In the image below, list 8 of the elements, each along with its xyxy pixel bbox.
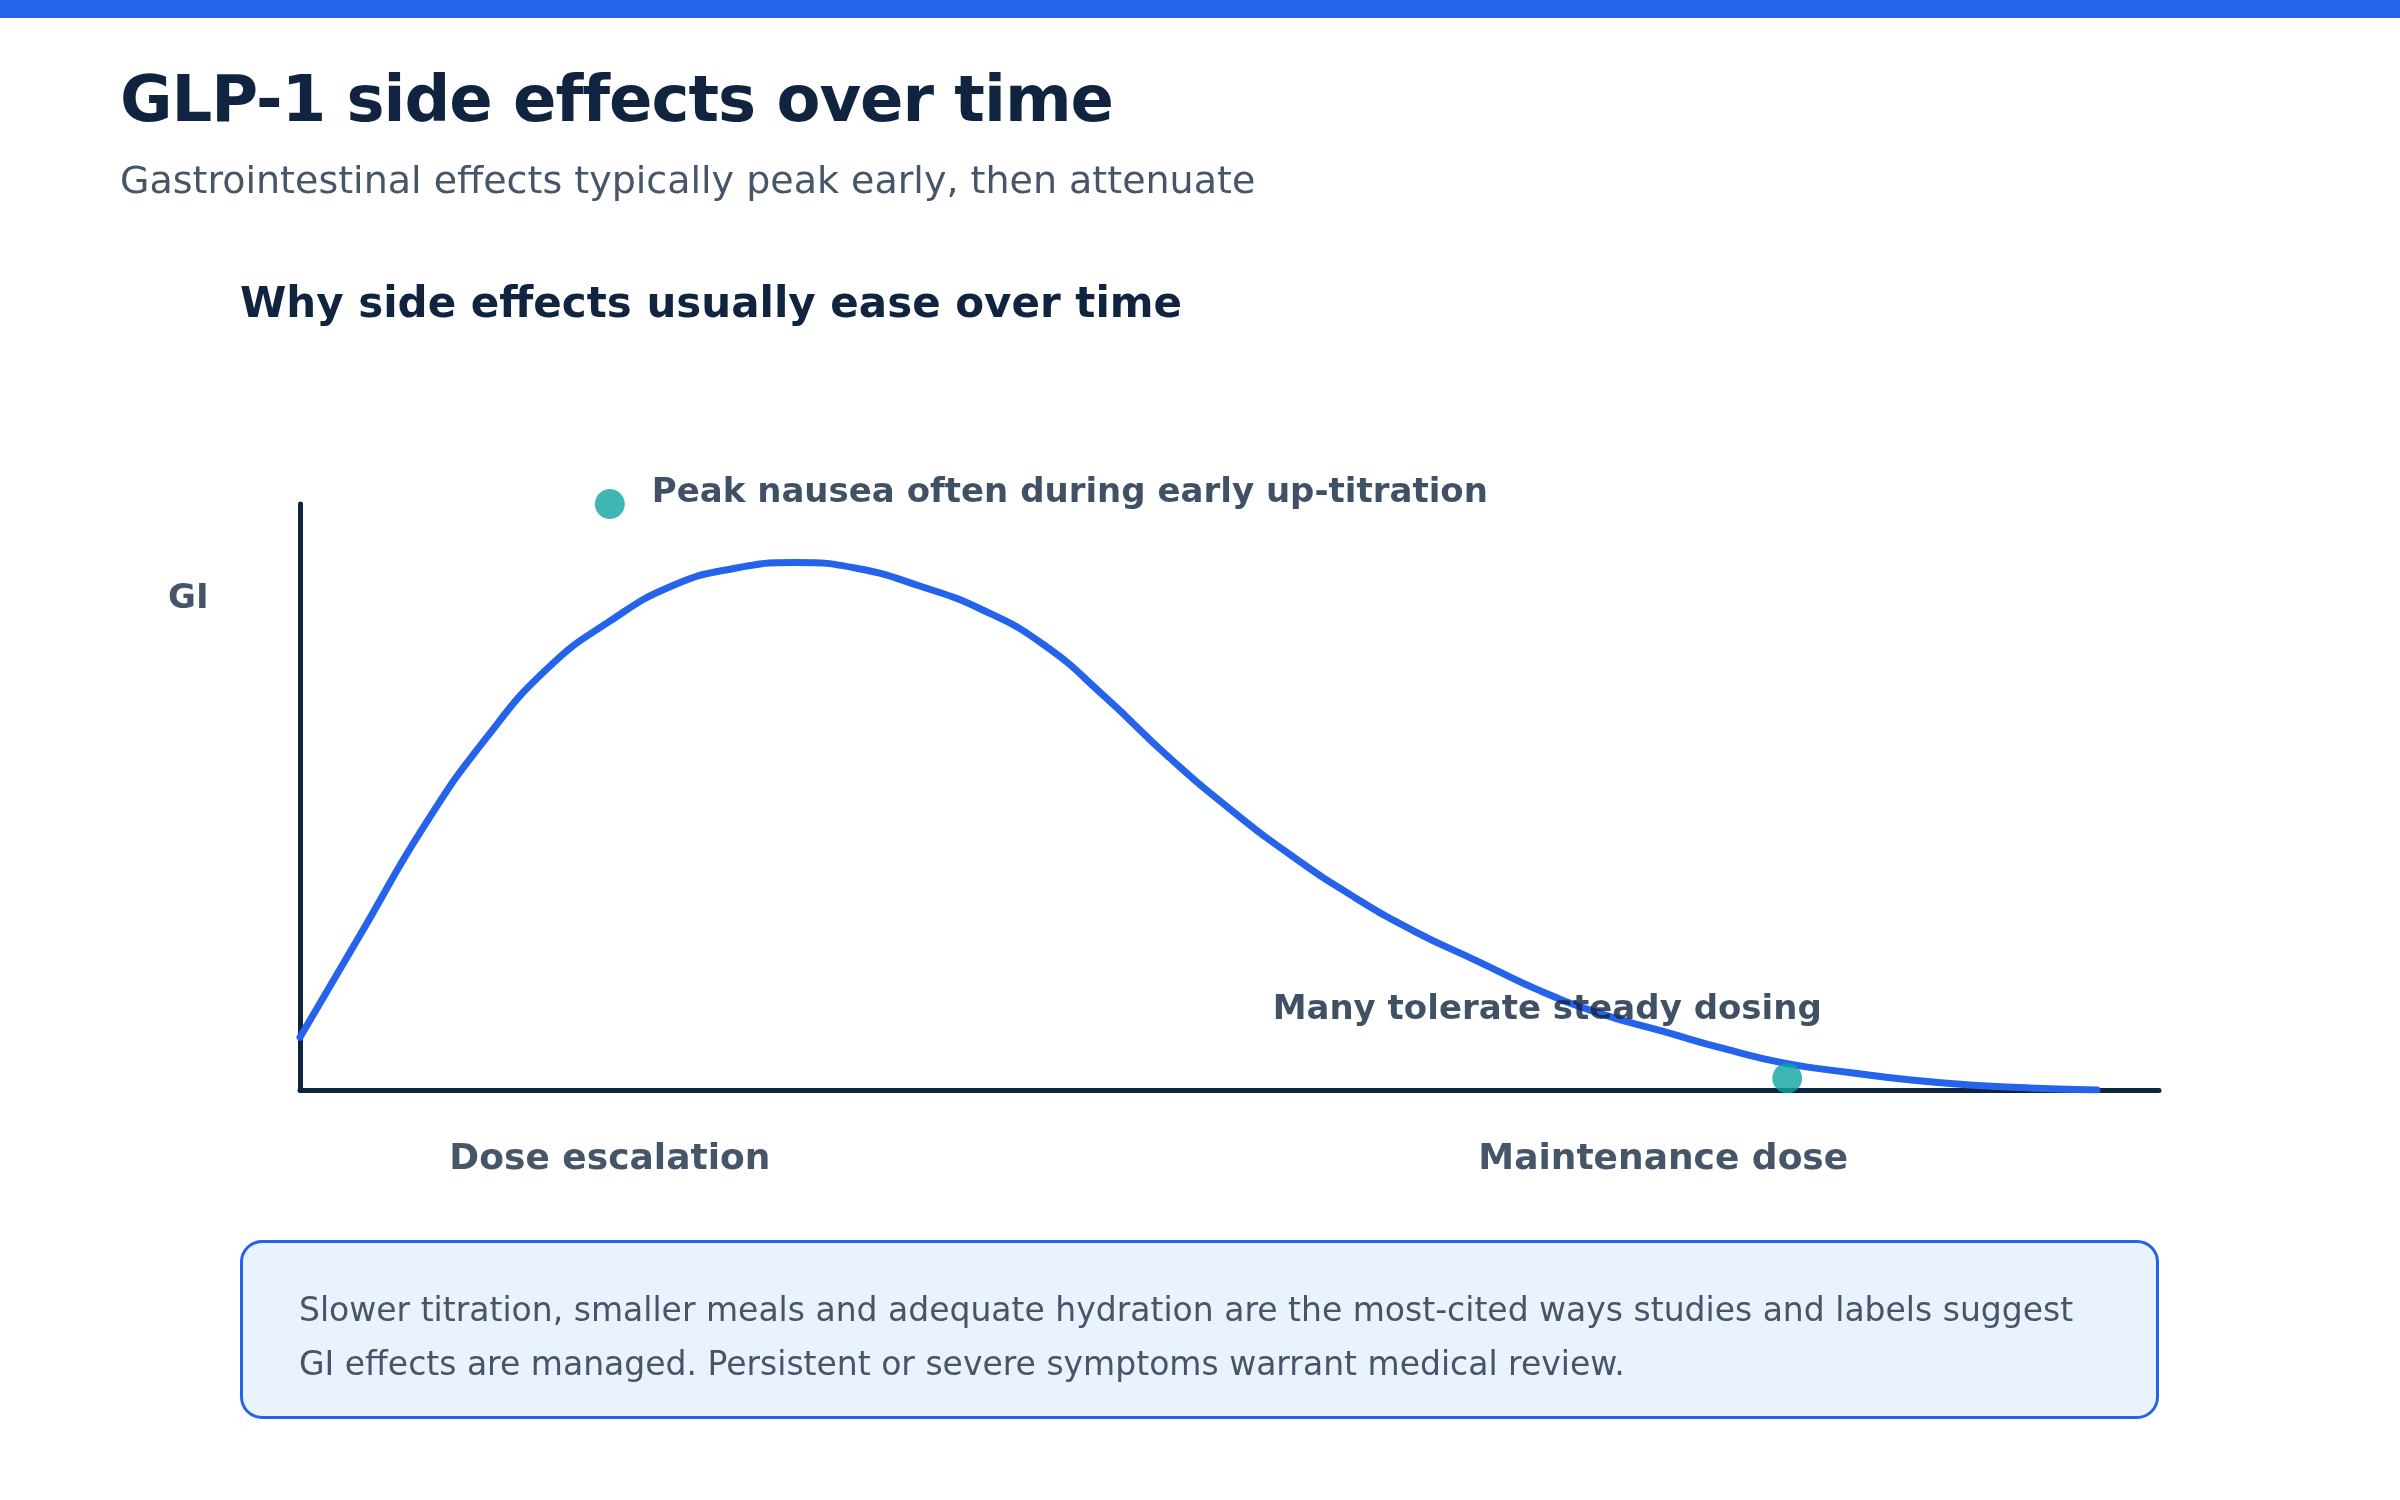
chart-subtitle: Gastrointestinal effects typically peak early, then attenuate (120, 158, 1256, 202)
chart-title: GLP-1 side effects over time (120, 62, 1113, 136)
annotation: Peak nausea often during early up-titration (651, 470, 1488, 510)
x-tick-label: Dose escalation (449, 1135, 771, 1177)
text: Slower titration, smaller meals and adequate hydration are the most-cited ways studies and labels suggest GI effects are managed. Persistent or severe symptoms warrant medical review. (240, 1240, 2159, 1419)
x-tick-label: Maintenance dose (1478, 1135, 1849, 1177)
text: Why side effects usually ease over time (240, 278, 1183, 327)
y-axis-title: GI (168, 576, 209, 616)
